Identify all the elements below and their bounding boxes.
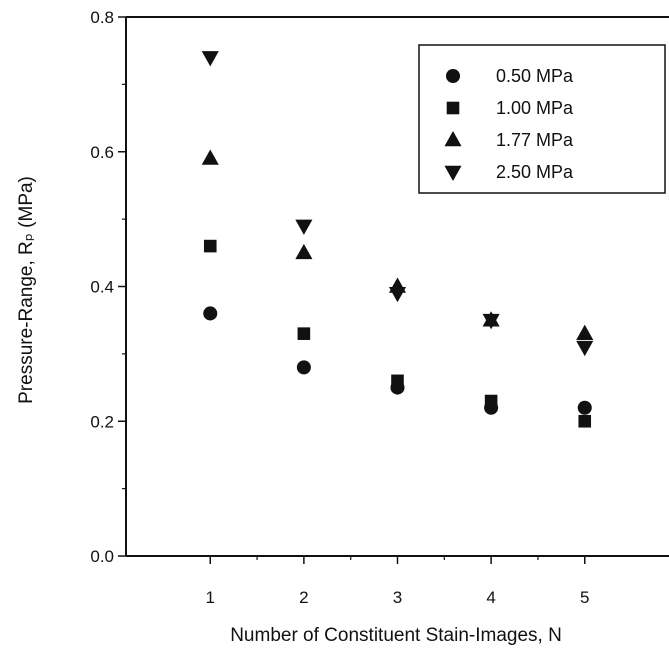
data-point xyxy=(201,149,219,165)
series-0-50-mpa xyxy=(203,306,592,415)
data-point xyxy=(203,306,218,321)
data-point xyxy=(201,51,219,67)
legend-label: 1.00 MPa xyxy=(496,98,574,118)
x-tick-label: 3 xyxy=(393,588,402,607)
data-point xyxy=(576,340,594,357)
axis-ticks: 0.0 0.2 0.4 0.6 0.8 1 2 3 4 5 xyxy=(90,8,589,607)
data-point xyxy=(388,286,407,303)
legend-label: 0.50 MPa xyxy=(496,66,574,86)
legend-marker xyxy=(446,101,460,115)
y-tick-label: 0.6 xyxy=(90,143,114,162)
data-point xyxy=(295,219,313,235)
data-point xyxy=(297,327,311,340)
data-point xyxy=(203,239,217,253)
data-point xyxy=(576,324,594,340)
data-point xyxy=(295,243,313,260)
x-tick-label: 5 xyxy=(580,588,589,607)
data-point xyxy=(391,374,404,388)
legend-marker xyxy=(444,165,462,181)
data-point xyxy=(484,394,498,408)
x-tick-label: 4 xyxy=(486,588,495,607)
y-axis-title: Pressure-Range, Rₚ (MPa) xyxy=(16,176,37,404)
legend-label: 1.77 MPa xyxy=(496,130,574,150)
legend-marker xyxy=(444,131,462,147)
x-tick-label: 1 xyxy=(206,588,215,607)
legend: 0.50 MPa 1.00 MPa 1.77 MPa 2.50 MPa xyxy=(418,44,666,194)
y-tick-label: 0.8 xyxy=(90,8,114,27)
data-points xyxy=(201,51,594,428)
x-axis-title: Number of Constituent Stain-Images, N xyxy=(230,625,562,646)
series-2-50-mpa xyxy=(201,51,594,357)
data-point xyxy=(577,400,592,415)
legend-label: 2.50 MPa xyxy=(496,162,574,182)
data-point xyxy=(296,360,311,375)
series-1-00-mpa xyxy=(203,239,592,428)
y-tick-label: 0.2 xyxy=(90,412,114,431)
data-point xyxy=(482,313,500,330)
y-tick-label: 0.0 xyxy=(90,547,114,566)
data-point xyxy=(578,414,592,428)
y-tick-label: 0.4 xyxy=(90,278,114,297)
x-tick-label: 2 xyxy=(299,588,308,607)
legend-marker xyxy=(445,68,461,84)
